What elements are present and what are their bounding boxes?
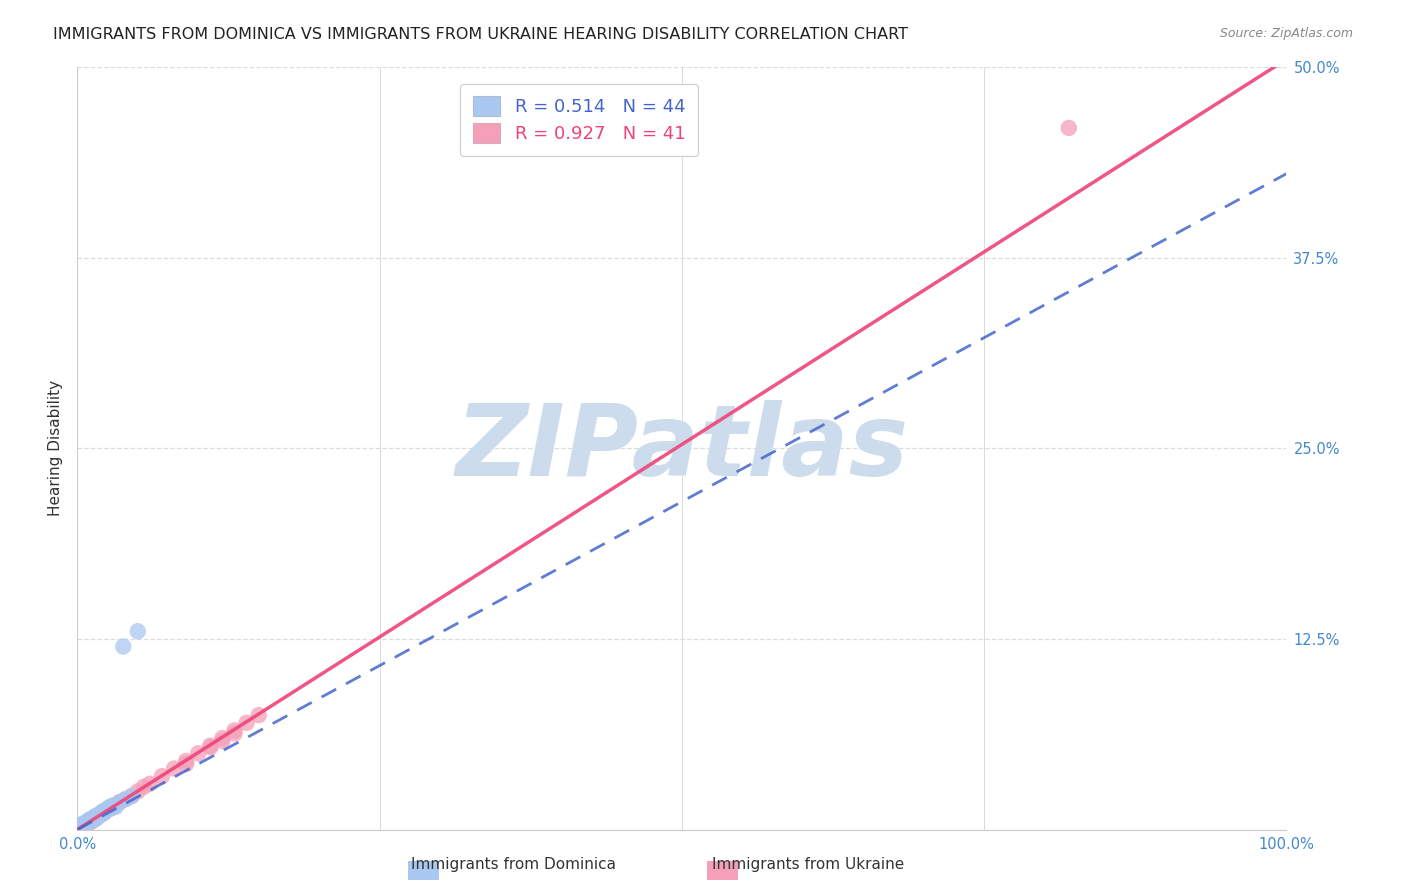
Point <box>121 789 143 803</box>
Point <box>70 820 93 834</box>
Point <box>108 795 131 809</box>
Point <box>121 789 143 803</box>
Point <box>79 812 101 826</box>
Text: Immigrants from Dominica: Immigrants from Dominica <box>411 857 616 872</box>
Point <box>97 801 120 815</box>
Point <box>83 810 105 824</box>
Point <box>100 801 122 815</box>
Point <box>132 780 155 794</box>
Point <box>75 818 97 832</box>
Point <box>72 820 94 834</box>
Point <box>79 814 101 828</box>
Point <box>200 739 222 753</box>
Point <box>82 814 104 828</box>
Point <box>76 816 98 830</box>
Point <box>96 803 118 817</box>
Point <box>127 784 149 798</box>
Point <box>70 821 93 835</box>
Point <box>224 726 246 740</box>
Point <box>82 812 104 826</box>
Point <box>76 814 98 829</box>
Point <box>80 814 103 828</box>
Point <box>84 812 107 826</box>
Point <box>105 799 128 814</box>
Point <box>87 809 110 823</box>
Point <box>87 809 110 823</box>
Point <box>98 799 121 814</box>
Point <box>75 816 97 830</box>
Point <box>174 754 197 768</box>
Point <box>86 810 108 824</box>
Point <box>93 805 115 820</box>
Point <box>77 816 100 830</box>
Point <box>73 816 96 830</box>
Point <box>150 769 173 783</box>
Point <box>224 723 246 738</box>
Text: Immigrants from Ukraine: Immigrants from Ukraine <box>713 857 904 872</box>
Y-axis label: Hearing Disability: Hearing Disability <box>48 380 63 516</box>
Point <box>91 804 114 818</box>
Point <box>83 812 105 826</box>
Point <box>86 810 108 824</box>
Point <box>1057 120 1080 135</box>
Point <box>127 624 149 639</box>
Text: ZIPatlas: ZIPatlas <box>456 400 908 497</box>
Point <box>100 801 122 815</box>
Point <box>69 821 91 835</box>
Point <box>235 715 257 730</box>
Point <box>70 821 93 835</box>
Legend: R = 0.514   N = 44, R = 0.927   N = 41: R = 0.514 N = 44, R = 0.927 N = 41 <box>460 84 697 156</box>
Point <box>84 812 107 826</box>
Point <box>211 731 233 745</box>
Point <box>96 803 118 817</box>
Point <box>247 708 270 723</box>
Point <box>187 746 209 760</box>
Point <box>112 640 135 654</box>
Point <box>114 792 136 806</box>
Text: Source: ZipAtlas.com: Source: ZipAtlas.com <box>1219 27 1353 40</box>
Point <box>75 818 97 832</box>
Point <box>90 807 112 822</box>
Point <box>94 804 117 818</box>
Point <box>72 820 94 834</box>
Point <box>211 734 233 748</box>
Point <box>89 807 111 822</box>
Point <box>163 762 186 776</box>
Point <box>79 814 101 829</box>
Point <box>93 805 115 820</box>
Point <box>139 777 162 791</box>
Point <box>76 816 98 830</box>
Point <box>87 807 110 822</box>
Point <box>90 805 112 820</box>
Point <box>79 814 101 829</box>
Point <box>70 818 93 832</box>
Point <box>96 803 118 817</box>
Point <box>77 814 100 828</box>
Point <box>73 818 96 832</box>
Point <box>70 818 93 832</box>
Point <box>87 809 110 823</box>
Point <box>108 795 131 809</box>
Point <box>103 798 125 813</box>
Point <box>84 809 107 823</box>
Text: IMMIGRANTS FROM DOMINICA VS IMMIGRANTS FROM UKRAINE HEARING DISABILITY CORRELATI: IMMIGRANTS FROM DOMINICA VS IMMIGRANTS F… <box>53 27 908 42</box>
Point <box>77 814 100 829</box>
Point <box>103 799 125 814</box>
Point <box>174 756 197 771</box>
Point <box>69 821 91 835</box>
Point <box>114 792 136 806</box>
Point <box>73 818 96 832</box>
Point <box>200 740 222 755</box>
Point <box>80 814 103 828</box>
Point <box>70 820 93 834</box>
Point <box>79 814 101 829</box>
Point <box>72 816 94 830</box>
